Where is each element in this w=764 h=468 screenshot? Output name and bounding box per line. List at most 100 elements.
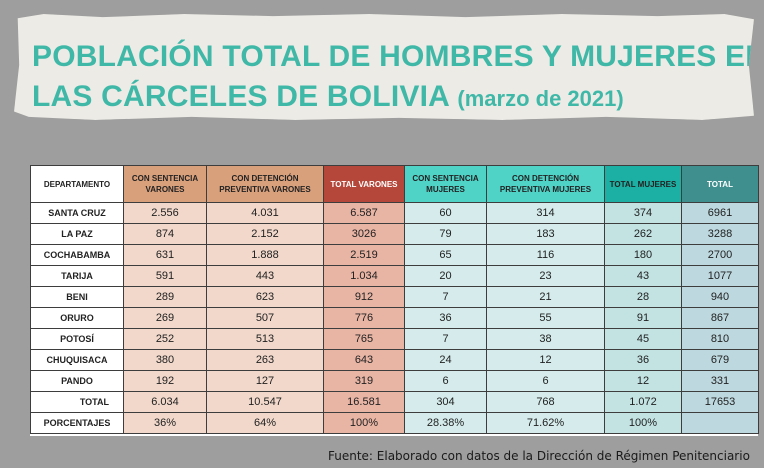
table-row: COCHABAMBA 631 1.888 2.519 65 116 180 2700: [30, 244, 759, 266]
cell-departamento: PANDO: [30, 370, 124, 392]
cell-sentencia-varones: 269: [123, 307, 207, 329]
cell-total: 3288: [681, 223, 759, 245]
cell-detencion-varones: 623: [206, 286, 324, 308]
cell-total: 940: [681, 286, 759, 308]
cell-total: 1077: [681, 265, 759, 287]
cell-total: 2700: [681, 244, 759, 266]
table-row: PANDO 192 127 319 6 6 12 331: [30, 370, 759, 392]
cell-total: 810: [681, 328, 759, 350]
cell-detencion-varones: 2.152: [206, 223, 324, 245]
cell-detencion-mujeres: 6: [486, 370, 605, 392]
table-row: LA PAZ 874 2.152 3026 79 183 262 3288: [30, 223, 759, 245]
cell-total-varones: 776: [323, 307, 405, 329]
cell-total-mujeres: 43: [604, 265, 682, 287]
cell-sentencia-varones: 631: [123, 244, 207, 266]
title-date: (marzo de 2021): [457, 86, 624, 111]
cell-total-mujeres: 28: [604, 286, 682, 308]
cell-sentencia-varones: 252: [123, 328, 207, 350]
cell-sentencia-varones: 6.034: [123, 391, 207, 413]
table-row: ORURO 269 507 776 36 55 91 867: [30, 307, 759, 329]
cell-sentencia-varones: 36%: [123, 412, 207, 434]
table-row: CHUQUISACA 380 263 643 24 12 36 679: [30, 349, 759, 371]
cell-detencion-varones: 64%: [206, 412, 324, 434]
cell-total-mujeres: 262: [604, 223, 682, 245]
cell-detencion-varones: 1.888: [206, 244, 324, 266]
cell-total-mujeres: 1.072: [604, 391, 682, 413]
cell-total: 17653: [681, 391, 759, 413]
cell-detencion-mujeres: 71.62%: [486, 412, 605, 434]
cell-detencion-mujeres: 314: [486, 202, 605, 224]
cell-total-varones: 643: [323, 349, 405, 371]
cell-sentencia-mujeres: 20: [404, 265, 487, 287]
cell-detencion-varones: 263: [206, 349, 324, 371]
cell-departamento: ORURO: [30, 307, 124, 329]
header-detencion-varones: CON DETENCIÓN PREVENTIVA VARONES: [206, 165, 324, 203]
cell-sentencia-mujeres: 24: [404, 349, 487, 371]
cell-detencion-varones: 4.031: [206, 202, 324, 224]
table-body: SANTA CRUZ 2.556 4.031 6.587 60 314 374 6961 LA …: [30, 202, 759, 434]
cell-departamento: LA PAZ: [30, 223, 124, 245]
cell-sentencia-mujeres: 6: [404, 370, 487, 392]
cell-sentencia-varones: 289: [123, 286, 207, 308]
cell-departamento: CHUQUISACA: [30, 349, 124, 371]
cell-detencion-varones: 513: [206, 328, 324, 350]
table-row: TOTAL 6.034 10.547 16.581 304 768 1.072 17653: [30, 391, 759, 413]
table-row: PORCENTAJES 36% 64% 100% 28.38% 71.62% 100%: [30, 412, 759, 434]
header-total-varones: TOTAL VARONES: [323, 165, 405, 203]
title-line-2-main: LAS CÁRCELES DE BOLIVIA: [32, 80, 449, 113]
cell-sentencia-varones: 192: [123, 370, 207, 392]
cell-total-varones: 765: [323, 328, 405, 350]
cell-detencion-varones: 443: [206, 265, 324, 287]
cell-detencion-mujeres: 23: [486, 265, 605, 287]
table-row: SANTA CRUZ 2.556 4.031 6.587 60 314 374 6961: [30, 202, 759, 224]
cell-total-varones: 912: [323, 286, 405, 308]
table-row: BENI 289 623 912 7 21 28 940: [30, 286, 759, 308]
cell-detencion-mujeres: 12: [486, 349, 605, 371]
cell-sentencia-varones: 2.556: [123, 202, 207, 224]
cell-detencion-mujeres: 38: [486, 328, 605, 350]
title-line-1: POBLACIÓN TOTAL DE HOMBRES Y MUJERES EN: [32, 40, 764, 73]
header-total: TOTAL: [681, 165, 759, 203]
cell-sentencia-varones: 380: [123, 349, 207, 371]
cell-total-varones: 3026: [323, 223, 405, 245]
cell-departamento: TOTAL: [30, 391, 124, 413]
cell-total-varones: 2.519: [323, 244, 405, 266]
table-row: POTOSÍ 252 513 765 7 38 45 810: [30, 328, 759, 350]
data-table-container: DEPARTAMENTO CON SENTENCIA VARONES CON D…: [30, 165, 759, 436]
cell-sentencia-varones: 591: [123, 265, 207, 287]
cell-detencion-varones: 10.547: [206, 391, 324, 413]
cell-sentencia-mujeres: 60: [404, 202, 487, 224]
cell-total-mujeres: 374: [604, 202, 682, 224]
header-total-mujeres: TOTAL MUJERES: [604, 165, 682, 203]
header-sentencia-mujeres: CON SENTENCIA MUJERES: [404, 165, 487, 203]
cell-detencion-varones: 127: [206, 370, 324, 392]
cell-departamento: PORCENTAJES: [30, 412, 124, 434]
cell-sentencia-mujeres: 36: [404, 307, 487, 329]
cell-detencion-varones: 507: [206, 307, 324, 329]
title-banner: POBLACIÓN TOTAL DE HOMBRES Y MUJERES EN …: [14, 14, 754, 120]
cell-detencion-mujeres: 21: [486, 286, 605, 308]
cell-sentencia-mujeres: 65: [404, 244, 487, 266]
source-note: Fuente: Elaborado con datos de la Direcc…: [328, 449, 750, 463]
population-table: DEPARTAMENTO CON SENTENCIA VARONES CON D…: [30, 165, 759, 434]
cell-departamento: COCHABAMBA: [30, 244, 124, 266]
cell-sentencia-mujeres: 7: [404, 286, 487, 308]
cell-total-varones: 100%: [323, 412, 405, 434]
cell-total-mujeres: 12: [604, 370, 682, 392]
cell-total: 6961: [681, 202, 759, 224]
cell-sentencia-mujeres: 7: [404, 328, 487, 350]
cell-sentencia-mujeres: 28.38%: [404, 412, 487, 434]
cell-total-mujeres: 45: [604, 328, 682, 350]
header-detencion-mujeres: CON DETENCIÓN PREVENTIVA MUJERES: [486, 165, 605, 203]
cell-sentencia-mujeres: 79: [404, 223, 487, 245]
cell-detencion-mujeres: 116: [486, 244, 605, 266]
cell-sentencia-mujeres: 304: [404, 391, 487, 413]
cell-sentencia-varones: 874: [123, 223, 207, 245]
cell-total-varones: 1.034: [323, 265, 405, 287]
cell-total-varones: 319: [323, 370, 405, 392]
cell-total: 331: [681, 370, 759, 392]
table-row: TARIJA 591 443 1.034 20 23 43 1077: [30, 265, 759, 287]
cell-total: [681, 412, 759, 434]
cell-departamento: POTOSÍ: [30, 328, 124, 350]
cell-total-mujeres: 180: [604, 244, 682, 266]
